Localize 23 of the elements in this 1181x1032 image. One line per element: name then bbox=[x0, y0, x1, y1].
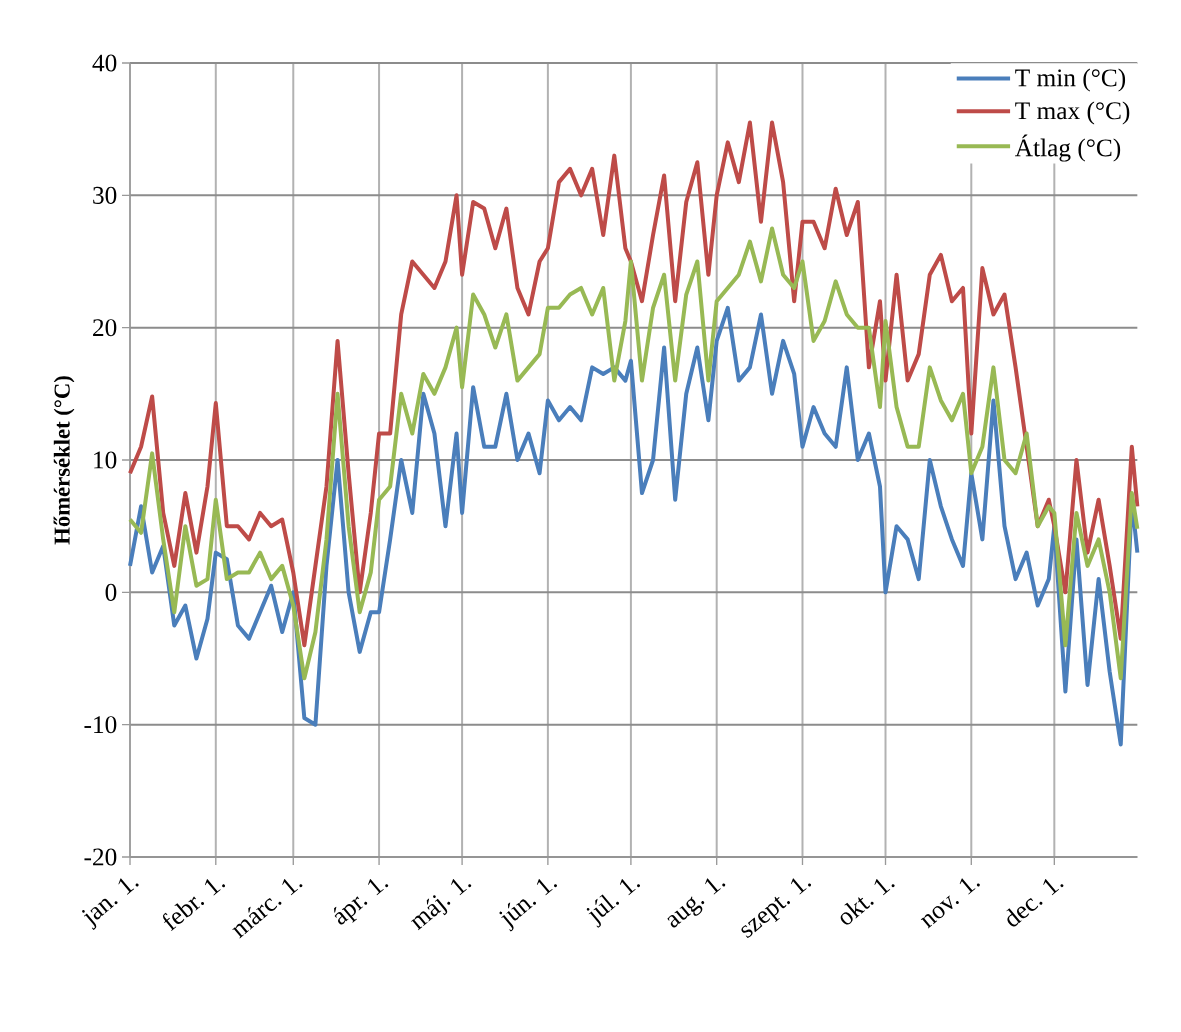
x-tick-label: márc. 1. bbox=[232, 878, 303, 939]
x-tick-label: okt. 1. bbox=[840, 878, 895, 925]
x-tick-label: febr. 1. bbox=[163, 879, 226, 932]
y-tick-label: 20 bbox=[93, 319, 117, 337]
y-axis-title: Hőmérséklet (°C) bbox=[53, 376, 75, 545]
y-tick-label: 0 bbox=[105, 583, 117, 601]
x-tick-label: júl. 1. bbox=[586, 878, 641, 928]
x-tick-label: aug. 1. bbox=[667, 878, 726, 928]
x-tick-label: szept. 1. bbox=[741, 878, 812, 939]
legend-label: T min (°C) bbox=[1015, 68, 1126, 92]
y-tick-label: -10 bbox=[84, 716, 117, 734]
y-tick-label: 10 bbox=[94, 451, 117, 469]
x-tick-label: jún. 1. bbox=[499, 878, 558, 932]
x-tick-label: dec. 1. bbox=[1006, 878, 1064, 927]
y-tick-label: -20 bbox=[84, 848, 117, 866]
y-tick-label: 30 bbox=[93, 186, 117, 204]
x-tick-label: nov. 1. bbox=[920, 878, 980, 929]
x-tick-label: máj. 1. bbox=[410, 878, 472, 931]
legend-label: T max (°C) bbox=[1015, 101, 1130, 125]
x-tick-label: jan. 1. bbox=[82, 878, 139, 930]
x-tick-label: ápr. 1. bbox=[334, 878, 389, 925]
legend-label: Átlag (°C) bbox=[1015, 134, 1121, 162]
y-tick-label: 40 bbox=[92, 54, 117, 72]
